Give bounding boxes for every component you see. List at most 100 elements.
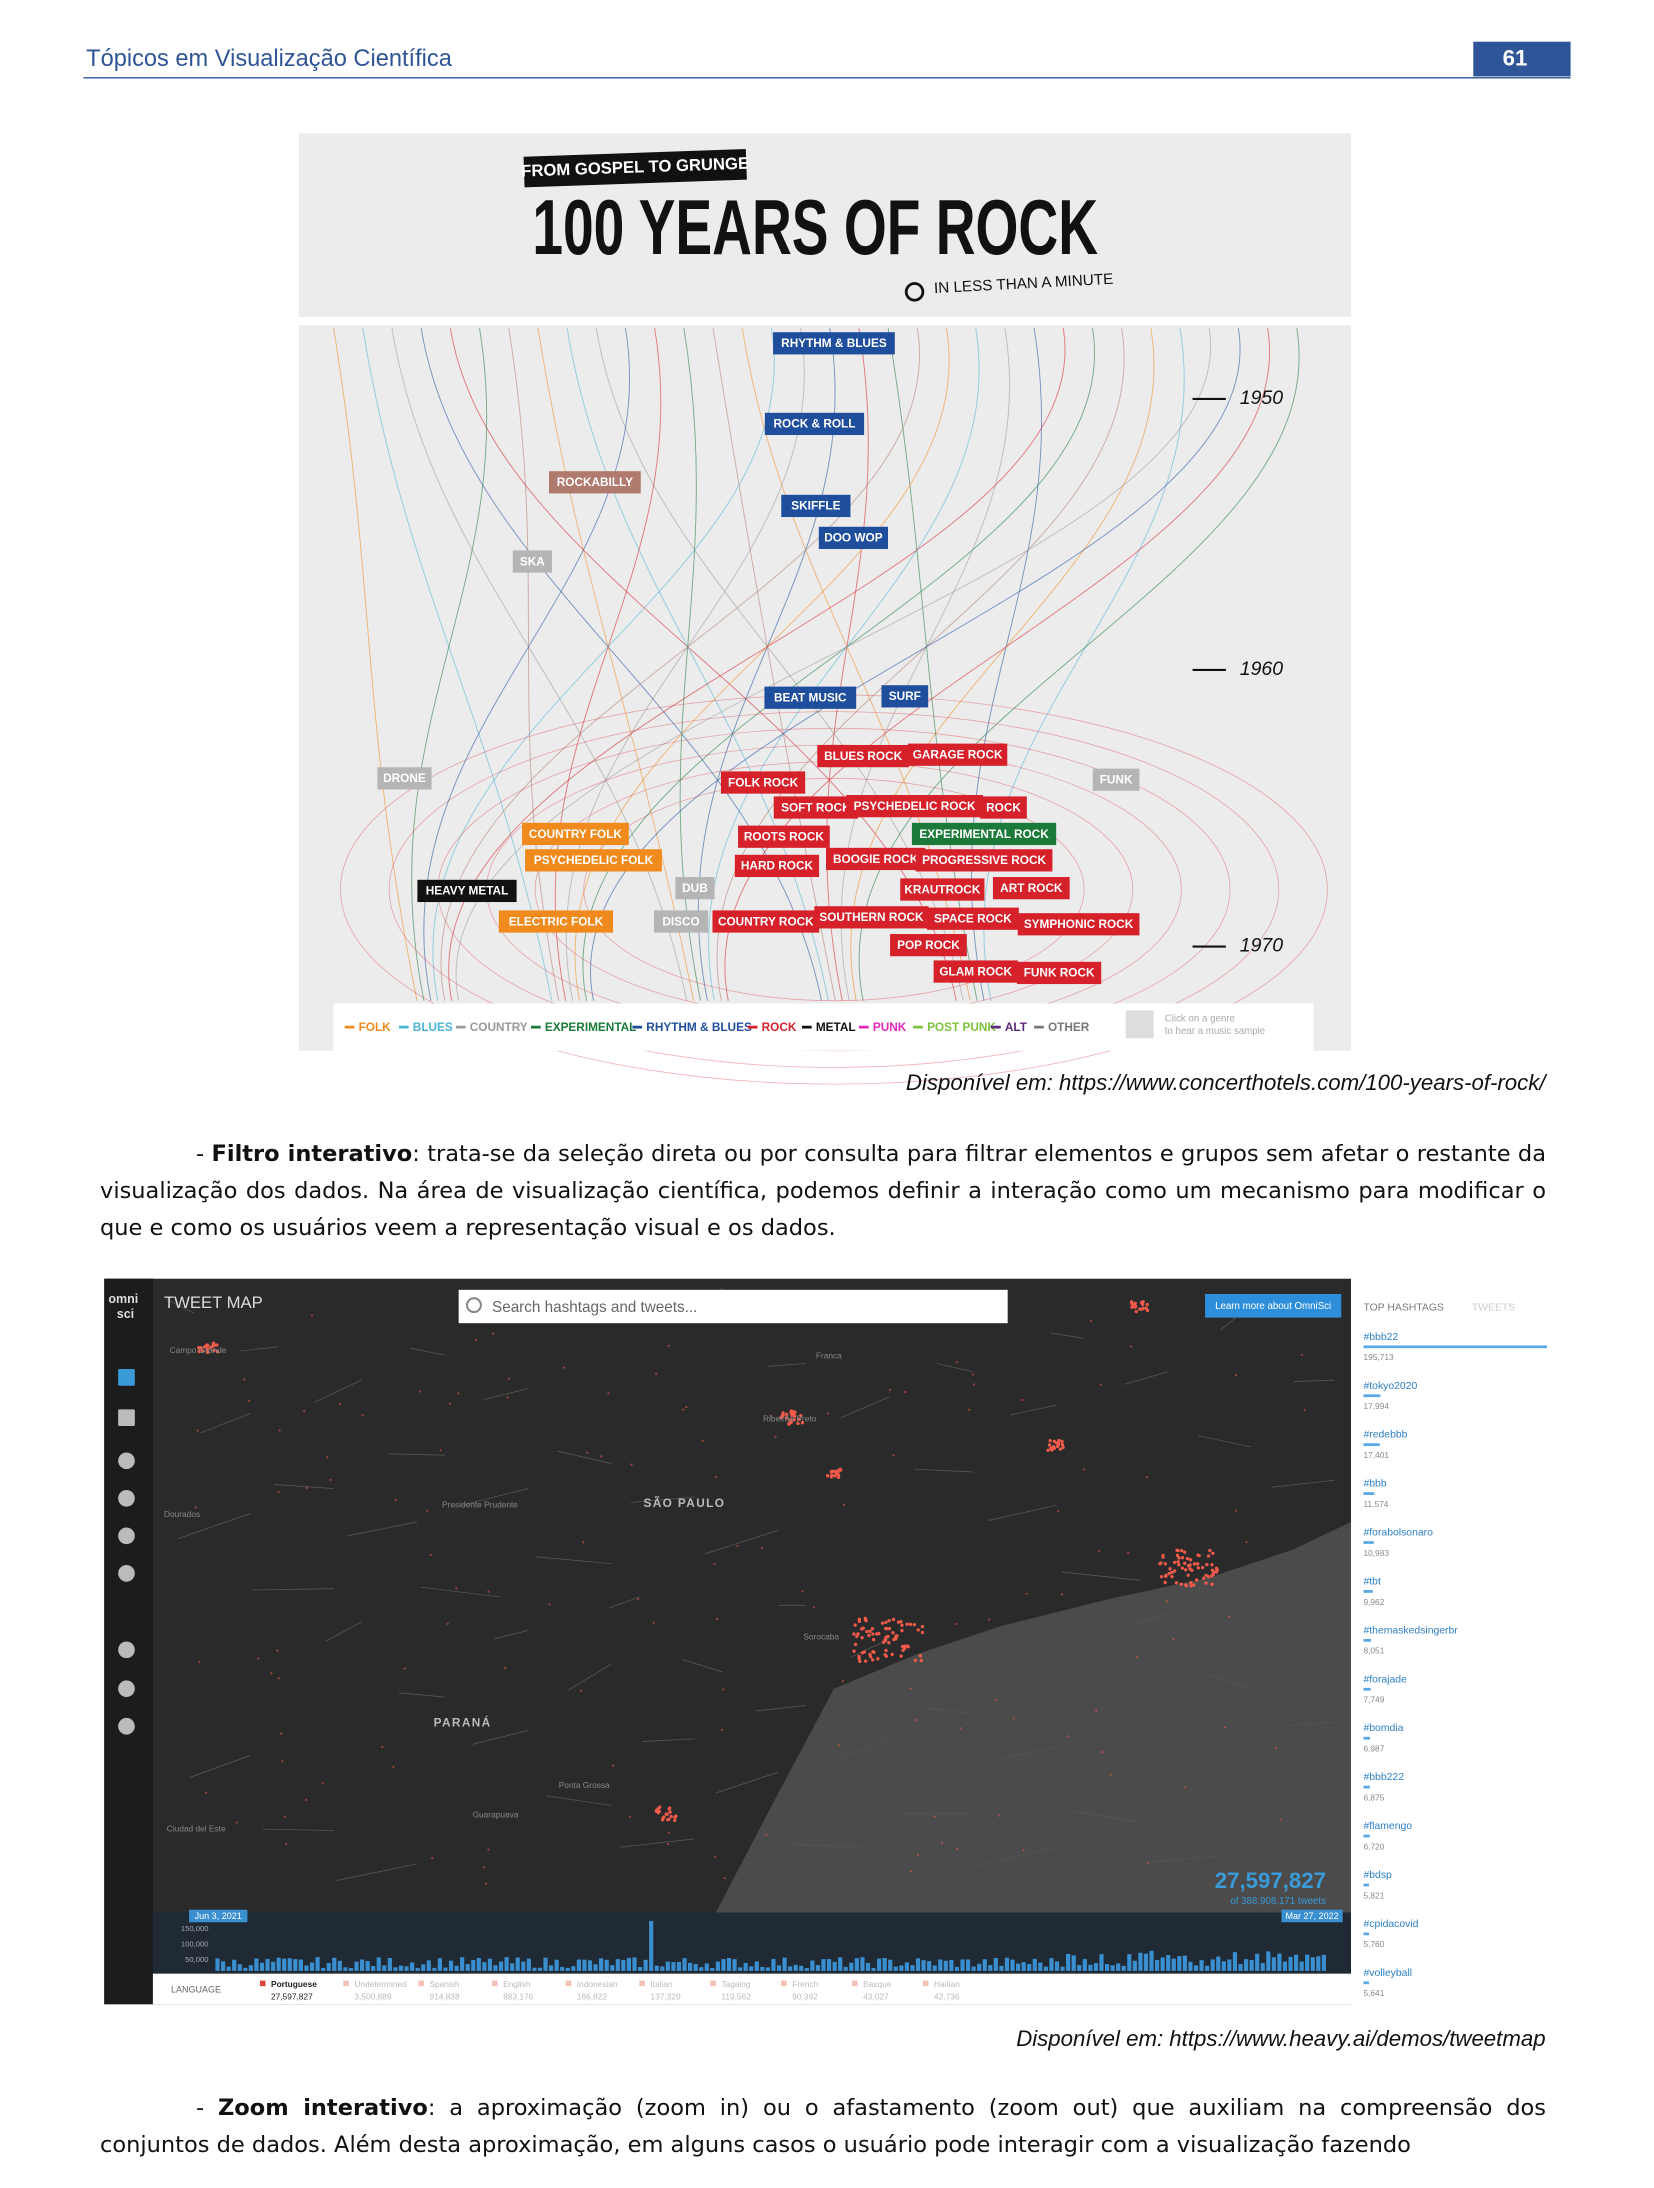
genre-label[interactable]: HARD ROCK — [741, 859, 814, 873]
genre-box[interactable] — [1017, 913, 1140, 936]
genre-box[interactable] — [818, 526, 889, 550]
genre-box[interactable] — [549, 471, 641, 494]
genre-box[interactable] — [890, 934, 967, 957]
genre-label[interactable]: COUNTRY ROCK — [718, 914, 814, 928]
genre-label[interactable]: ROCK — [986, 800, 1021, 814]
genre-label[interactable]: PSYCHEDELIC ROCK — [854, 799, 976, 813]
hashtag[interactable]: #bbb — [1363, 1479, 1386, 1490]
genre-box[interactable] — [992, 877, 1070, 900]
genre-box[interactable] — [927, 907, 1019, 930]
nav-icon[interactable] — [118, 1680, 135, 1698]
hashtag[interactable]: #bdsp — [1363, 1870, 1392, 1881]
tweet-dot — [916, 1628, 920, 1632]
genre-label[interactable]: DRONE — [383, 771, 426, 785]
hashtag[interactable]: #tbt — [1363, 1576, 1380, 1587]
hashtag[interactable]: #flamengo — [1363, 1821, 1412, 1832]
nav-icon[interactable] — [118, 1409, 135, 1427]
hashtag[interactable]: #bbb22 — [1363, 1332, 1398, 1343]
genre-box[interactable] — [653, 910, 709, 933]
genre-box[interactable] — [915, 849, 1053, 872]
genre-box[interactable] — [522, 822, 629, 846]
genre-box[interactable] — [980, 796, 1027, 819]
genre-label[interactable]: SKA — [520, 554, 545, 568]
genre-box[interactable] — [738, 825, 830, 848]
genre-label[interactable]: SOFT ROCK — [781, 800, 851, 814]
genre-label[interactable]: EXPERIMENTAL ROCK — [919, 827, 1049, 841]
nav-icon[interactable] — [118, 1565, 135, 1582]
genre-box[interactable] — [781, 494, 851, 518]
hashtag[interactable]: #cpidacovid — [1363, 1919, 1418, 1930]
genre-box[interactable] — [881, 685, 929, 708]
genre-box[interactable] — [846, 795, 983, 818]
genre-label[interactable]: PROGRESSIVE ROCK — [922, 853, 1046, 867]
genre-box[interactable] — [512, 550, 552, 573]
tweet-dot — [912, 1623, 917, 1627]
genre-box[interactable] — [417, 879, 517, 903]
genre-box[interactable] — [1016, 961, 1102, 985]
genre-label[interactable]: BOOGIE ROCK — [833, 852, 919, 866]
genre-label[interactable]: GLAM ROCK — [939, 964, 1012, 978]
genre-box[interactable] — [377, 767, 432, 790]
genre-label[interactable]: HEAVY METAL — [426, 884, 509, 898]
genre-label[interactable]: ROOTS ROCK — [744, 830, 824, 844]
genre-box[interactable] — [764, 412, 865, 436]
genre-label[interactable]: FUNK ROCK — [1024, 966, 1095, 980]
genre-box[interactable] — [734, 854, 820, 878]
genre-box[interactable] — [525, 849, 662, 872]
genre-box[interactable] — [1092, 768, 1140, 791]
genre-label[interactable]: SYMPHONIC ROCK — [1024, 917, 1134, 931]
genre-label[interactable]: COUNTRY FOLK — [529, 827, 623, 841]
nav-icon[interactable] — [118, 1641, 135, 1659]
genre-label[interactable]: ELECTRIC FOLK — [509, 914, 604, 928]
hashtag[interactable]: #volleyball — [1363, 1968, 1412, 1979]
genre-box[interactable] — [712, 910, 820, 933]
nav-icon[interactable] — [118, 1452, 135, 1470]
genre-label[interactable]: DOO WOP — [824, 531, 882, 545]
genre-label[interactable]: ROCKABILLY — [557, 475, 633, 489]
genre-box[interactable] — [826, 847, 926, 871]
nav-icon[interactable] — [118, 1489, 135, 1507]
hashtag[interactable]: #bbb222 — [1363, 1772, 1404, 1783]
genre-label[interactable]: SKIFFLE — [791, 499, 840, 513]
genre-label[interactable]: RHYTHM & BLUES — [781, 336, 887, 350]
search-box[interactable] — [458, 1289, 1008, 1324]
genre-label[interactable]: ART ROCK — [1000, 881, 1063, 895]
genre-box[interactable] — [498, 910, 614, 933]
genre-label[interactable]: PSYCHEDELIC FOLK — [534, 853, 654, 867]
genre-label[interactable]: SOUTHERN ROCK — [819, 910, 924, 924]
genre-box[interactable] — [900, 878, 985, 901]
learn-button[interactable] — [1205, 1293, 1342, 1318]
hashtag[interactable]: #tokyo2020 — [1363, 1381, 1417, 1392]
genre-label[interactable]: GARAGE ROCK — [913, 748, 1003, 762]
tweet-dot — [988, 1618, 991, 1621]
genre-label[interactable]: BLUES ROCK — [824, 749, 902, 763]
hashtag[interactable]: #forabolsonaro — [1363, 1528, 1433, 1539]
hashtag[interactable]: #redebbb — [1363, 1430, 1407, 1441]
genre-box[interactable] — [773, 332, 895, 355]
genre-label[interactable]: POP ROCK — [897, 938, 960, 952]
genre-box[interactable] — [764, 686, 857, 709]
genre-box[interactable] — [773, 796, 858, 819]
hashtag[interactable]: #themaskedsingerbr — [1363, 1625, 1458, 1636]
genre-label[interactable]: ROCK & ROLL — [774, 417, 856, 431]
genre-label[interactable]: KRAUTROCK — [904, 882, 980, 896]
genre-label[interactable]: FOLK ROCK — [728, 775, 799, 789]
hashtag[interactable]: #bomdia — [1363, 1723, 1403, 1734]
genre-box[interactable] — [908, 743, 1008, 766]
nav-icon[interactable] — [118, 1717, 135, 1735]
genre-label[interactable]: DUB — [682, 881, 708, 895]
genre-box[interactable] — [675, 877, 715, 900]
genre-label[interactable]: SURF — [889, 689, 921, 703]
genre-box[interactable] — [911, 822, 1057, 846]
hashtag[interactable]: #forajade — [1363, 1674, 1407, 1685]
nav-icon[interactable] — [118, 1369, 135, 1386]
genre-label[interactable]: SPACE ROCK — [934, 912, 1012, 926]
genre-box[interactable] — [814, 906, 929, 929]
nav-icon[interactable] — [118, 1527, 135, 1545]
genre-label[interactable]: DISCO — [662, 914, 699, 928]
genre-box[interactable] — [933, 960, 1018, 983]
genre-label[interactable]: FUNK — [1100, 773, 1133, 787]
genre-box[interactable] — [817, 744, 909, 768]
genre-label[interactable]: BEAT MUSIC — [774, 691, 847, 705]
genre-box[interactable] — [720, 771, 806, 794]
